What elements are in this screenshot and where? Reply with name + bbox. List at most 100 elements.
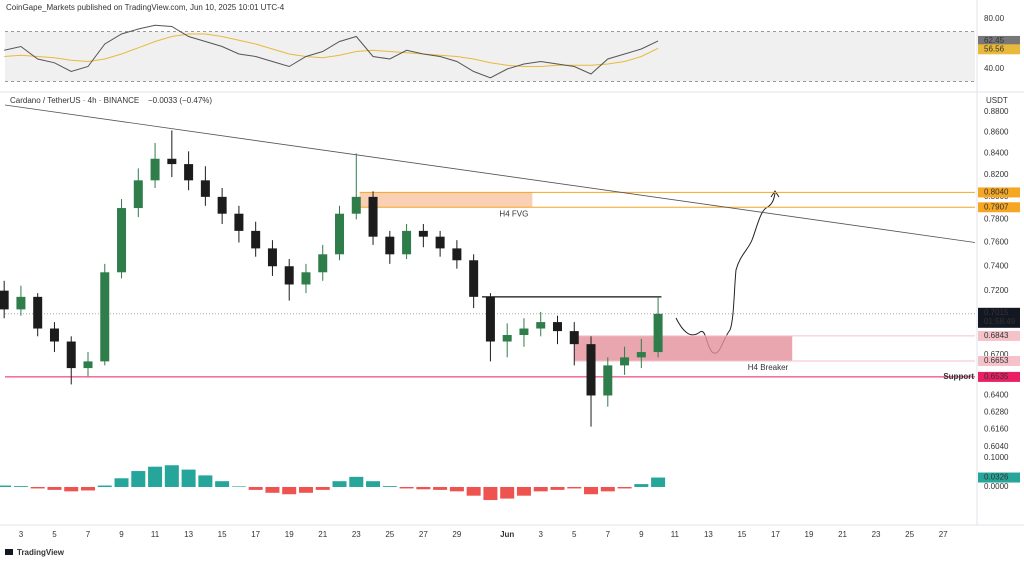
rsi-line [4, 24, 659, 79]
macd-bar [148, 466, 163, 487]
candle-body [217, 196, 227, 214]
candle-body [117, 208, 127, 273]
macd-bar [181, 469, 196, 487]
x-tick-label: 17 [251, 530, 260, 539]
macd-bar [466, 486, 481, 496]
candle-body [167, 158, 177, 165]
countdown: 01:58:49 [984, 317, 1016, 326]
currency: USDT [986, 96, 1008, 105]
candle-body [16, 296, 26, 310]
y-tick-label: 0.6160 [984, 425, 1009, 434]
candle-body [100, 272, 110, 362]
level-name: Support [943, 372, 974, 381]
x-tick-label: 21 [838, 530, 847, 539]
x-tick-label: 21 [318, 530, 327, 539]
macd-value-label-box [978, 472, 1020, 483]
candle-body [184, 164, 194, 181]
x-tick-label: 27 [419, 530, 428, 539]
candle-body [66, 341, 76, 369]
macd-bar [231, 486, 246, 487]
y-tick-label: 0.6040 [984, 442, 1009, 451]
macd-bar [315, 486, 330, 490]
rsi-tick-label: 80.00 [984, 14, 1005, 23]
x-tick-label: 17 [771, 530, 780, 539]
candle-body [569, 331, 579, 345]
candle-body [620, 357, 630, 366]
macd-bar [248, 486, 263, 490]
macd-bar [449, 486, 464, 492]
macd-tick-label: 0.0000 [984, 482, 1009, 491]
macd-bar [651, 477, 666, 487]
candle-body [519, 328, 529, 335]
y-tick-label: 0.8200 [984, 170, 1009, 179]
candle-body [351, 196, 361, 214]
level-label-box [978, 187, 1020, 198]
x-tick-label: 11 [671, 530, 680, 539]
zone [359, 192, 533, 208]
level-label-box [978, 330, 1020, 341]
candle-body [335, 213, 345, 255]
y-tick-label: 0.8800 [984, 107, 1009, 116]
candle-body [0, 290, 9, 310]
macd-bar [332, 481, 347, 487]
level-label-box [978, 371, 1020, 382]
projected-path [675, 192, 776, 354]
logo [5, 549, 13, 555]
candle-body [452, 248, 462, 261]
rsi-ma-label: 56.56 [984, 44, 1005, 53]
candle-body [435, 236, 445, 249]
rsi-ma-line [4, 33, 659, 67]
x-tick-label: 13 [184, 530, 193, 539]
macd-bar [584, 486, 599, 495]
macd-bar [298, 486, 313, 493]
x-tick-label: 15 [218, 530, 227, 539]
macd-bar [416, 486, 431, 490]
zone [574, 335, 793, 361]
y-tick-label: 0.7600 [984, 238, 1009, 247]
candle-body [502, 334, 512, 342]
level-label: 0.7907 [984, 202, 1009, 211]
level-label-box [978, 355, 1020, 366]
x-tick-label: 3 [538, 530, 543, 539]
brand: TradingView [17, 548, 65, 557]
candle-body [385, 236, 395, 255]
macd-bar [80, 486, 95, 491]
publisher: CoinGape_Markets published on TradingVie… [6, 3, 285, 12]
zone-label: H4 FVG [499, 209, 528, 218]
change: −0.0033 (−0.47%) [148, 96, 212, 105]
x-tick-label: 7 [606, 530, 611, 539]
candle-body [234, 213, 244, 231]
rsi-ma-label-box [978, 44, 1020, 55]
x-tick-label: 11 [151, 530, 160, 539]
macd-bar [131, 471, 146, 487]
last-price-box [978, 307, 1020, 328]
macd-bar [64, 486, 79, 492]
macd-bar [30, 486, 45, 489]
level-label: 0.6843 [984, 331, 1009, 340]
macd-bar [366, 481, 381, 487]
x-tick-label: 25 [385, 530, 394, 539]
rsi-value-label-box [978, 35, 1020, 46]
x-tick-label: 3 [19, 530, 24, 539]
x-tick-label: 9 [639, 530, 644, 539]
macd-bar [265, 486, 280, 493]
last-price-label: 0.7015 [984, 308, 1009, 317]
macd-bar [483, 486, 498, 501]
macd-bar [382, 486, 397, 487]
x-tick-label: 15 [737, 530, 746, 539]
symbol: Cardano / TetherUS · 4h · BINANCE [10, 96, 139, 105]
candle-body [251, 230, 261, 249]
level-label: 0.6535 [984, 372, 1009, 381]
x-tick-label: 9 [119, 530, 124, 539]
candle-body [133, 180, 143, 209]
candle-body [200, 180, 210, 197]
candle-body [83, 361, 93, 369]
macd-bar [0, 485, 12, 487]
candle-body [418, 230, 428, 237]
rsi-value-label: 62.45 [984, 36, 1005, 45]
candle-body [33, 296, 43, 329]
macd-bar [13, 486, 28, 487]
y-tick-label: 0.6700 [984, 350, 1009, 359]
candle-body [301, 272, 311, 285]
x-tick-label: 19 [805, 530, 814, 539]
